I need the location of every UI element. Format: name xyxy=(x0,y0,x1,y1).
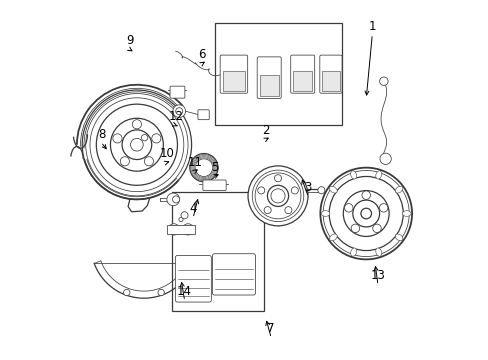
Circle shape xyxy=(96,104,177,185)
FancyBboxPatch shape xyxy=(175,256,211,302)
Text: 5: 5 xyxy=(210,161,218,174)
Text: 12: 12 xyxy=(168,110,183,123)
Circle shape xyxy=(344,204,352,212)
Circle shape xyxy=(90,98,183,192)
FancyBboxPatch shape xyxy=(203,180,225,190)
Circle shape xyxy=(172,196,179,203)
Text: 11: 11 xyxy=(187,156,202,169)
FancyBboxPatch shape xyxy=(170,86,184,98)
Circle shape xyxy=(195,159,212,176)
Text: 4: 4 xyxy=(189,202,197,215)
Circle shape xyxy=(122,130,151,159)
Circle shape xyxy=(328,176,403,251)
Circle shape xyxy=(186,271,199,283)
Circle shape xyxy=(257,187,264,194)
Text: 14: 14 xyxy=(177,285,192,298)
Bar xyxy=(214,23,341,125)
Circle shape xyxy=(132,120,141,129)
Circle shape xyxy=(291,187,298,194)
Ellipse shape xyxy=(402,211,410,216)
Circle shape xyxy=(158,289,164,296)
Circle shape xyxy=(230,67,237,74)
Text: 6: 6 xyxy=(198,48,205,61)
FancyBboxPatch shape xyxy=(257,57,281,99)
Circle shape xyxy=(179,217,183,222)
Circle shape xyxy=(343,190,388,237)
Bar xyxy=(293,71,312,91)
Circle shape xyxy=(184,226,191,233)
Circle shape xyxy=(182,224,193,235)
Ellipse shape xyxy=(394,234,402,241)
Circle shape xyxy=(170,226,177,233)
FancyBboxPatch shape xyxy=(198,110,209,120)
Circle shape xyxy=(252,170,303,222)
Circle shape xyxy=(113,134,122,143)
Text: 8: 8 xyxy=(98,128,105,141)
Circle shape xyxy=(285,207,291,214)
FancyBboxPatch shape xyxy=(290,55,314,93)
Circle shape xyxy=(224,266,235,277)
Circle shape xyxy=(166,193,179,206)
Circle shape xyxy=(151,134,161,143)
Text: 9: 9 xyxy=(126,34,133,47)
Text: 10: 10 xyxy=(159,147,174,160)
Text: 7: 7 xyxy=(266,322,274,335)
Circle shape xyxy=(168,224,179,235)
Circle shape xyxy=(175,108,183,115)
Circle shape xyxy=(130,138,143,151)
Text: 2: 2 xyxy=(262,124,269,137)
Text: 3: 3 xyxy=(304,181,311,194)
Circle shape xyxy=(299,67,305,74)
Bar xyxy=(259,75,278,96)
Bar xyxy=(172,192,264,311)
Circle shape xyxy=(141,135,147,141)
Circle shape xyxy=(350,224,359,233)
Ellipse shape xyxy=(329,186,337,193)
Ellipse shape xyxy=(375,248,381,256)
Circle shape xyxy=(247,166,307,226)
Ellipse shape xyxy=(394,186,402,193)
Circle shape xyxy=(144,157,153,166)
Circle shape xyxy=(181,212,188,219)
FancyBboxPatch shape xyxy=(220,55,247,93)
Bar xyxy=(322,71,339,91)
Circle shape xyxy=(327,67,334,74)
Circle shape xyxy=(255,173,300,219)
Circle shape xyxy=(379,204,387,212)
Circle shape xyxy=(323,171,408,257)
Circle shape xyxy=(189,154,218,182)
Circle shape xyxy=(123,289,130,296)
Circle shape xyxy=(361,191,370,199)
Circle shape xyxy=(372,224,381,233)
Circle shape xyxy=(85,94,188,196)
Bar xyxy=(222,71,244,91)
FancyBboxPatch shape xyxy=(212,254,255,295)
Circle shape xyxy=(352,200,379,227)
Circle shape xyxy=(360,208,371,219)
Circle shape xyxy=(270,189,285,203)
Ellipse shape xyxy=(375,171,381,179)
Text: 13: 13 xyxy=(370,269,385,282)
Circle shape xyxy=(320,168,411,259)
Circle shape xyxy=(264,207,271,214)
Circle shape xyxy=(379,153,390,165)
Text: 1: 1 xyxy=(368,20,375,33)
Circle shape xyxy=(317,187,324,194)
Circle shape xyxy=(379,77,387,85)
Circle shape xyxy=(267,185,288,207)
Ellipse shape xyxy=(350,171,356,179)
Circle shape xyxy=(82,90,191,199)
Circle shape xyxy=(274,175,281,182)
Ellipse shape xyxy=(321,211,329,216)
Bar xyxy=(166,225,195,234)
Ellipse shape xyxy=(350,248,356,256)
Circle shape xyxy=(265,70,272,77)
Ellipse shape xyxy=(329,234,337,241)
Circle shape xyxy=(173,105,185,118)
FancyBboxPatch shape xyxy=(319,55,341,93)
Circle shape xyxy=(120,157,129,166)
Circle shape xyxy=(110,118,163,171)
